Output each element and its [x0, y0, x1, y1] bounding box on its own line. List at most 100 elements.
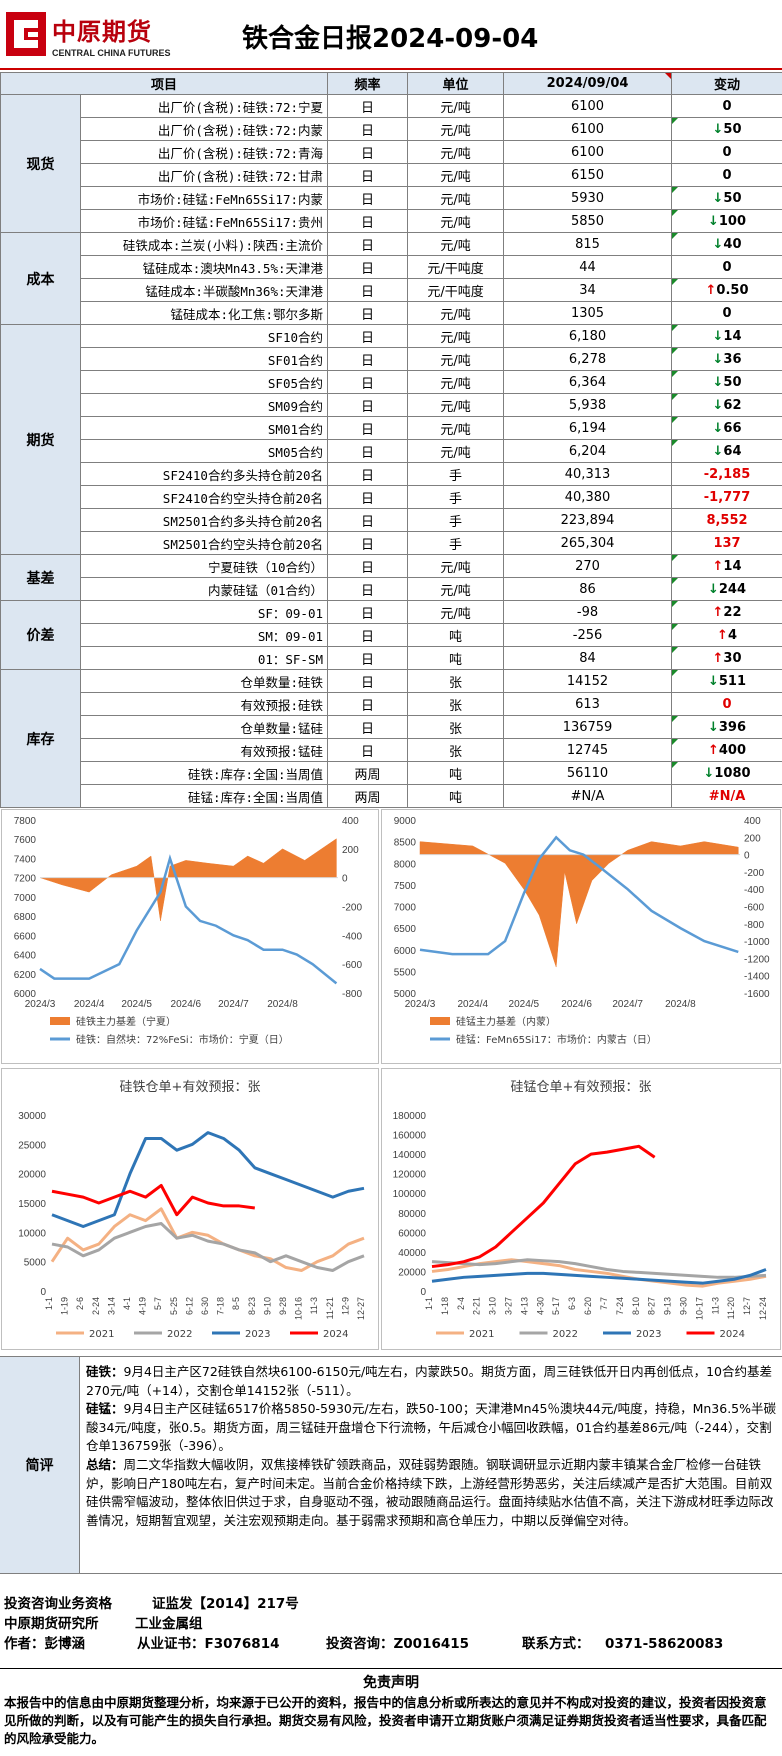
value-cell: 56110	[503, 761, 673, 785]
x-tick-label: 8-10	[631, 1297, 641, 1315]
chart-sf-warrants: 硅铁仓单+有效预报：张 0 5000 10000 15000 20000 25000 3000…	[1, 1068, 379, 1350]
table-row: 硅锰:库存:全国:当周值 两周吨 #N/A #N/A	[1, 784, 782, 808]
value-cell: #N/A	[503, 784, 673, 808]
comment-para-sm: 硅锰：9月4日主产区硅锰6517价格5850-5930元/左右，跌50-100；…	[86, 1400, 776, 1456]
y-right-tick-label: 0	[744, 851, 750, 862]
change-cell: ↑400	[671, 738, 782, 762]
change-value: 1080	[714, 765, 751, 781]
table-row: 锰硅成本:化工焦:鄂尔多斯日元/吨 1305 0	[1, 301, 782, 325]
y-left-tick-label: 7000	[14, 893, 37, 904]
value-cell: 6100	[503, 140, 673, 164]
comment-head-sf: 硅铁：	[86, 1364, 124, 1379]
category-cell: 现货	[0, 94, 81, 233]
item-cell: 宁夏硅铁（10合约）	[79, 554, 329, 578]
value-cell: 40,313	[503, 462, 673, 486]
arrow-up-icon: ↑	[707, 742, 719, 758]
item-cell: 出厂价(含税):硅铁:72:宁夏	[79, 94, 329, 118]
chart-sf-basis-svg: 7800 7600 7400 7200 7000 6800 6600 6400 6200 6000…	[14, 816, 363, 1046]
y-left-tick-label: 6500	[394, 924, 417, 935]
item-cell: 有效预报:锰硅	[79, 738, 329, 762]
unit-cell: 元/吨	[407, 163, 505, 187]
category-cell: 期货	[0, 324, 81, 555]
value-cell: 14152	[503, 669, 673, 693]
y-right-tick-label: -1200	[744, 954, 770, 965]
change-cell: #N/A	[671, 784, 782, 808]
report-title: 铁合金日报2024-09-04	[242, 24, 539, 54]
author-name: 作者：彭博涵	[4, 1636, 85, 1652]
table-row: SM09合约日元/吨 5,938 ↓62	[1, 393, 782, 417]
x-tick-label: 1-1	[44, 1297, 54, 1310]
trend-flag-icon	[672, 394, 679, 400]
chart-sf-warrants-svg: 硅铁仓单+有效预报：张 0 5000 10000 15000 20000 25000 3000…	[18, 1080, 366, 1340]
change-value: 4	[727, 627, 737, 643]
table-row: 现货 出厂价(含税):硅铁:72:宁夏日元/吨 6100 0	[0, 94, 782, 233]
value-cell: 270	[503, 554, 673, 578]
comment-marker-icon	[665, 73, 671, 79]
x-tick-label: 2024/7	[218, 999, 249, 1010]
change-cell: ↑4	[671, 623, 782, 647]
value-cell: 6,204	[503, 439, 673, 463]
freq-cell: 日	[327, 439, 409, 463]
y-tick-label: 120000	[393, 1170, 427, 1181]
legend-label-price: 硅锰：FeMn65Si17：市场价：内蒙古（日）	[456, 1033, 657, 1046]
chart-sm-basis-svg: 9000 8500 8000 7500 7000 6500 6000 5500 5000 400 2…	[394, 816, 770, 1046]
value-cell: 6,180	[503, 324, 673, 348]
logo-mark-icon	[6, 12, 46, 56]
trend-flag-icon	[672, 118, 679, 124]
table-row: 仓单数量:锰硅日张 136759 ↓396	[1, 715, 782, 739]
y-tick-label: 20000	[18, 1170, 46, 1181]
freq-cell: 日	[327, 347, 409, 371]
value-cell: 5930	[503, 186, 673, 210]
x-tick-label: 6-30	[200, 1297, 210, 1315]
y-tick-label: 60000	[398, 1228, 426, 1239]
x-tick-label: 9-28	[278, 1297, 288, 1315]
value-cell: 6,278	[503, 347, 673, 371]
arrow-down-icon: ↓	[712, 397, 724, 413]
arrow-down-icon: ↓	[712, 328, 724, 344]
disclaimer-text: 本报告中的信息由中原期货整理分析，均来源于已公开的资料，报告中的信息分析或所表达…	[4, 1695, 767, 1746]
y-left-tick-label: 6600	[14, 931, 37, 942]
item-cell: 硅铁成本:兰炭(小料):陕西:主流价	[79, 232, 329, 256]
item-cell: SM：09-01	[79, 623, 329, 647]
legend-label-basis: 硅铁主力基差（宁夏）	[76, 1015, 176, 1028]
logo-en-text: CENTRAL CHINA FUTURES	[52, 48, 171, 58]
chart-sf-basis: 7800 7600 7400 7200 7000 6800 6600 6400 6200 6000…	[1, 809, 379, 1064]
price-line-series	[419, 835, 739, 956]
freq-cell: 日	[327, 715, 409, 739]
unit-cell: 元/吨	[407, 117, 505, 141]
y-tick-label: 0	[420, 1287, 426, 1298]
x-tick-label: 2024/7	[612, 999, 643, 1010]
y-tick-label: 0	[40, 1287, 46, 1298]
y-tick-label: 160000	[393, 1131, 427, 1142]
x-tick-label: 2024/8	[665, 999, 696, 1010]
table-row: SM05合约日元/吨 6,204 ↓64	[1, 439, 782, 463]
freq-cell: 日	[327, 140, 409, 164]
table-row: 有效预报:硅铁日张 613 0	[1, 692, 782, 716]
change-cell: ↑22	[671, 600, 782, 624]
y-tick-label: 40000	[398, 1248, 426, 1259]
x-tick-label: 9-13	[663, 1297, 673, 1315]
change-cell: ↓50	[671, 117, 782, 141]
table-row: 市场价:硅锰:FeMn65Si17:贵州日元/吨 5850 ↓100	[1, 209, 782, 233]
unit-cell: 元/吨	[407, 393, 505, 417]
item-cell: SM2501合约空头持仓前20名	[79, 531, 329, 555]
unit-cell: 手	[407, 462, 505, 486]
col-header-item: 项目	[0, 72, 329, 95]
change-value: -1,777	[703, 489, 751, 505]
logo-cn-text: 中原期货	[52, 17, 152, 46]
freq-cell: 日	[327, 393, 409, 417]
y-right-tick-label: -200	[342, 903, 362, 914]
x-tick-label: 6-3	[567, 1297, 577, 1310]
trend-flag-icon	[672, 624, 679, 630]
y-tick-label: 180000	[393, 1111, 427, 1122]
trend-flag-icon	[672, 762, 679, 768]
y-right-tick-label: 400	[744, 816, 761, 827]
y-right-tick-label: -400	[744, 885, 764, 896]
unit-cell: 张	[407, 715, 505, 739]
unit-cell: 元/吨	[407, 554, 505, 578]
table-row: 基差 宁夏硅铁（10合约）日元/吨 270 ↑14	[0, 554, 782, 601]
unit-cell: 元/吨	[407, 577, 505, 601]
change-value: 511	[718, 673, 747, 689]
trend-flag-icon	[672, 233, 679, 239]
change-cell: 0	[671, 692, 782, 716]
